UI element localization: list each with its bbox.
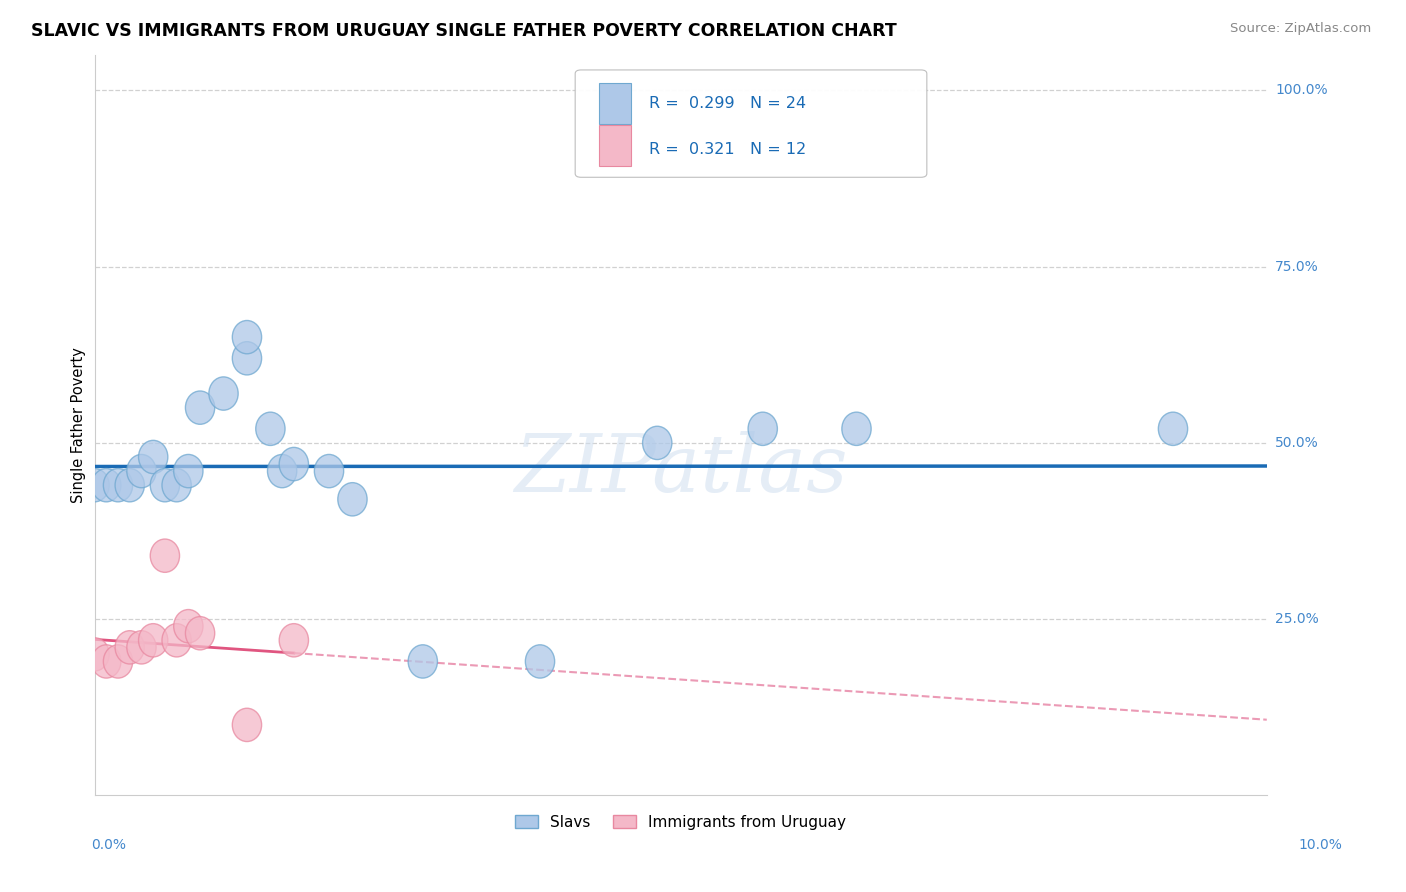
Ellipse shape [186,391,215,425]
Ellipse shape [209,377,238,410]
Legend: Slavs, Immigrants from Uruguay: Slavs, Immigrants from Uruguay [509,808,852,836]
FancyBboxPatch shape [575,70,927,178]
Ellipse shape [80,638,110,671]
Text: R =  0.321   N = 12: R = 0.321 N = 12 [650,143,806,157]
Ellipse shape [91,468,121,502]
Text: 75.0%: 75.0% [1275,260,1319,274]
Ellipse shape [162,468,191,502]
Ellipse shape [232,320,262,354]
Text: 25.0%: 25.0% [1275,612,1319,626]
Ellipse shape [174,609,202,643]
Ellipse shape [256,412,285,445]
Ellipse shape [162,624,191,657]
Ellipse shape [1159,412,1188,445]
Ellipse shape [267,454,297,488]
Ellipse shape [139,441,167,474]
Ellipse shape [91,645,121,678]
Ellipse shape [748,412,778,445]
Text: Source: ZipAtlas.com: Source: ZipAtlas.com [1230,22,1371,36]
Ellipse shape [526,645,554,678]
Ellipse shape [80,468,110,502]
FancyBboxPatch shape [599,126,631,166]
Ellipse shape [842,412,872,445]
Ellipse shape [150,468,180,502]
Text: 10.0%: 10.0% [1299,838,1343,852]
Ellipse shape [315,454,343,488]
Ellipse shape [115,468,145,502]
Text: R =  0.299   N = 24: R = 0.299 N = 24 [650,95,806,111]
Ellipse shape [115,631,145,664]
Ellipse shape [232,342,262,375]
Text: SLAVIC VS IMMIGRANTS FROM URUGUAY SINGLE FATHER POVERTY CORRELATION CHART: SLAVIC VS IMMIGRANTS FROM URUGUAY SINGLE… [31,22,897,40]
Ellipse shape [127,454,156,488]
Ellipse shape [127,631,156,664]
Text: 0.0%: 0.0% [91,838,127,852]
Ellipse shape [104,468,132,502]
Ellipse shape [643,426,672,459]
Text: 100.0%: 100.0% [1275,83,1327,97]
Ellipse shape [408,645,437,678]
FancyBboxPatch shape [599,83,631,124]
Ellipse shape [174,454,202,488]
Ellipse shape [150,539,180,573]
Ellipse shape [186,616,215,650]
Y-axis label: Single Father Poverty: Single Father Poverty [72,347,86,503]
Ellipse shape [104,645,132,678]
Ellipse shape [280,448,308,481]
Ellipse shape [139,624,167,657]
Ellipse shape [280,624,308,657]
Ellipse shape [337,483,367,516]
Text: ZIPatlas: ZIPatlas [515,431,848,508]
Ellipse shape [232,708,262,741]
Text: 50.0%: 50.0% [1275,436,1319,450]
